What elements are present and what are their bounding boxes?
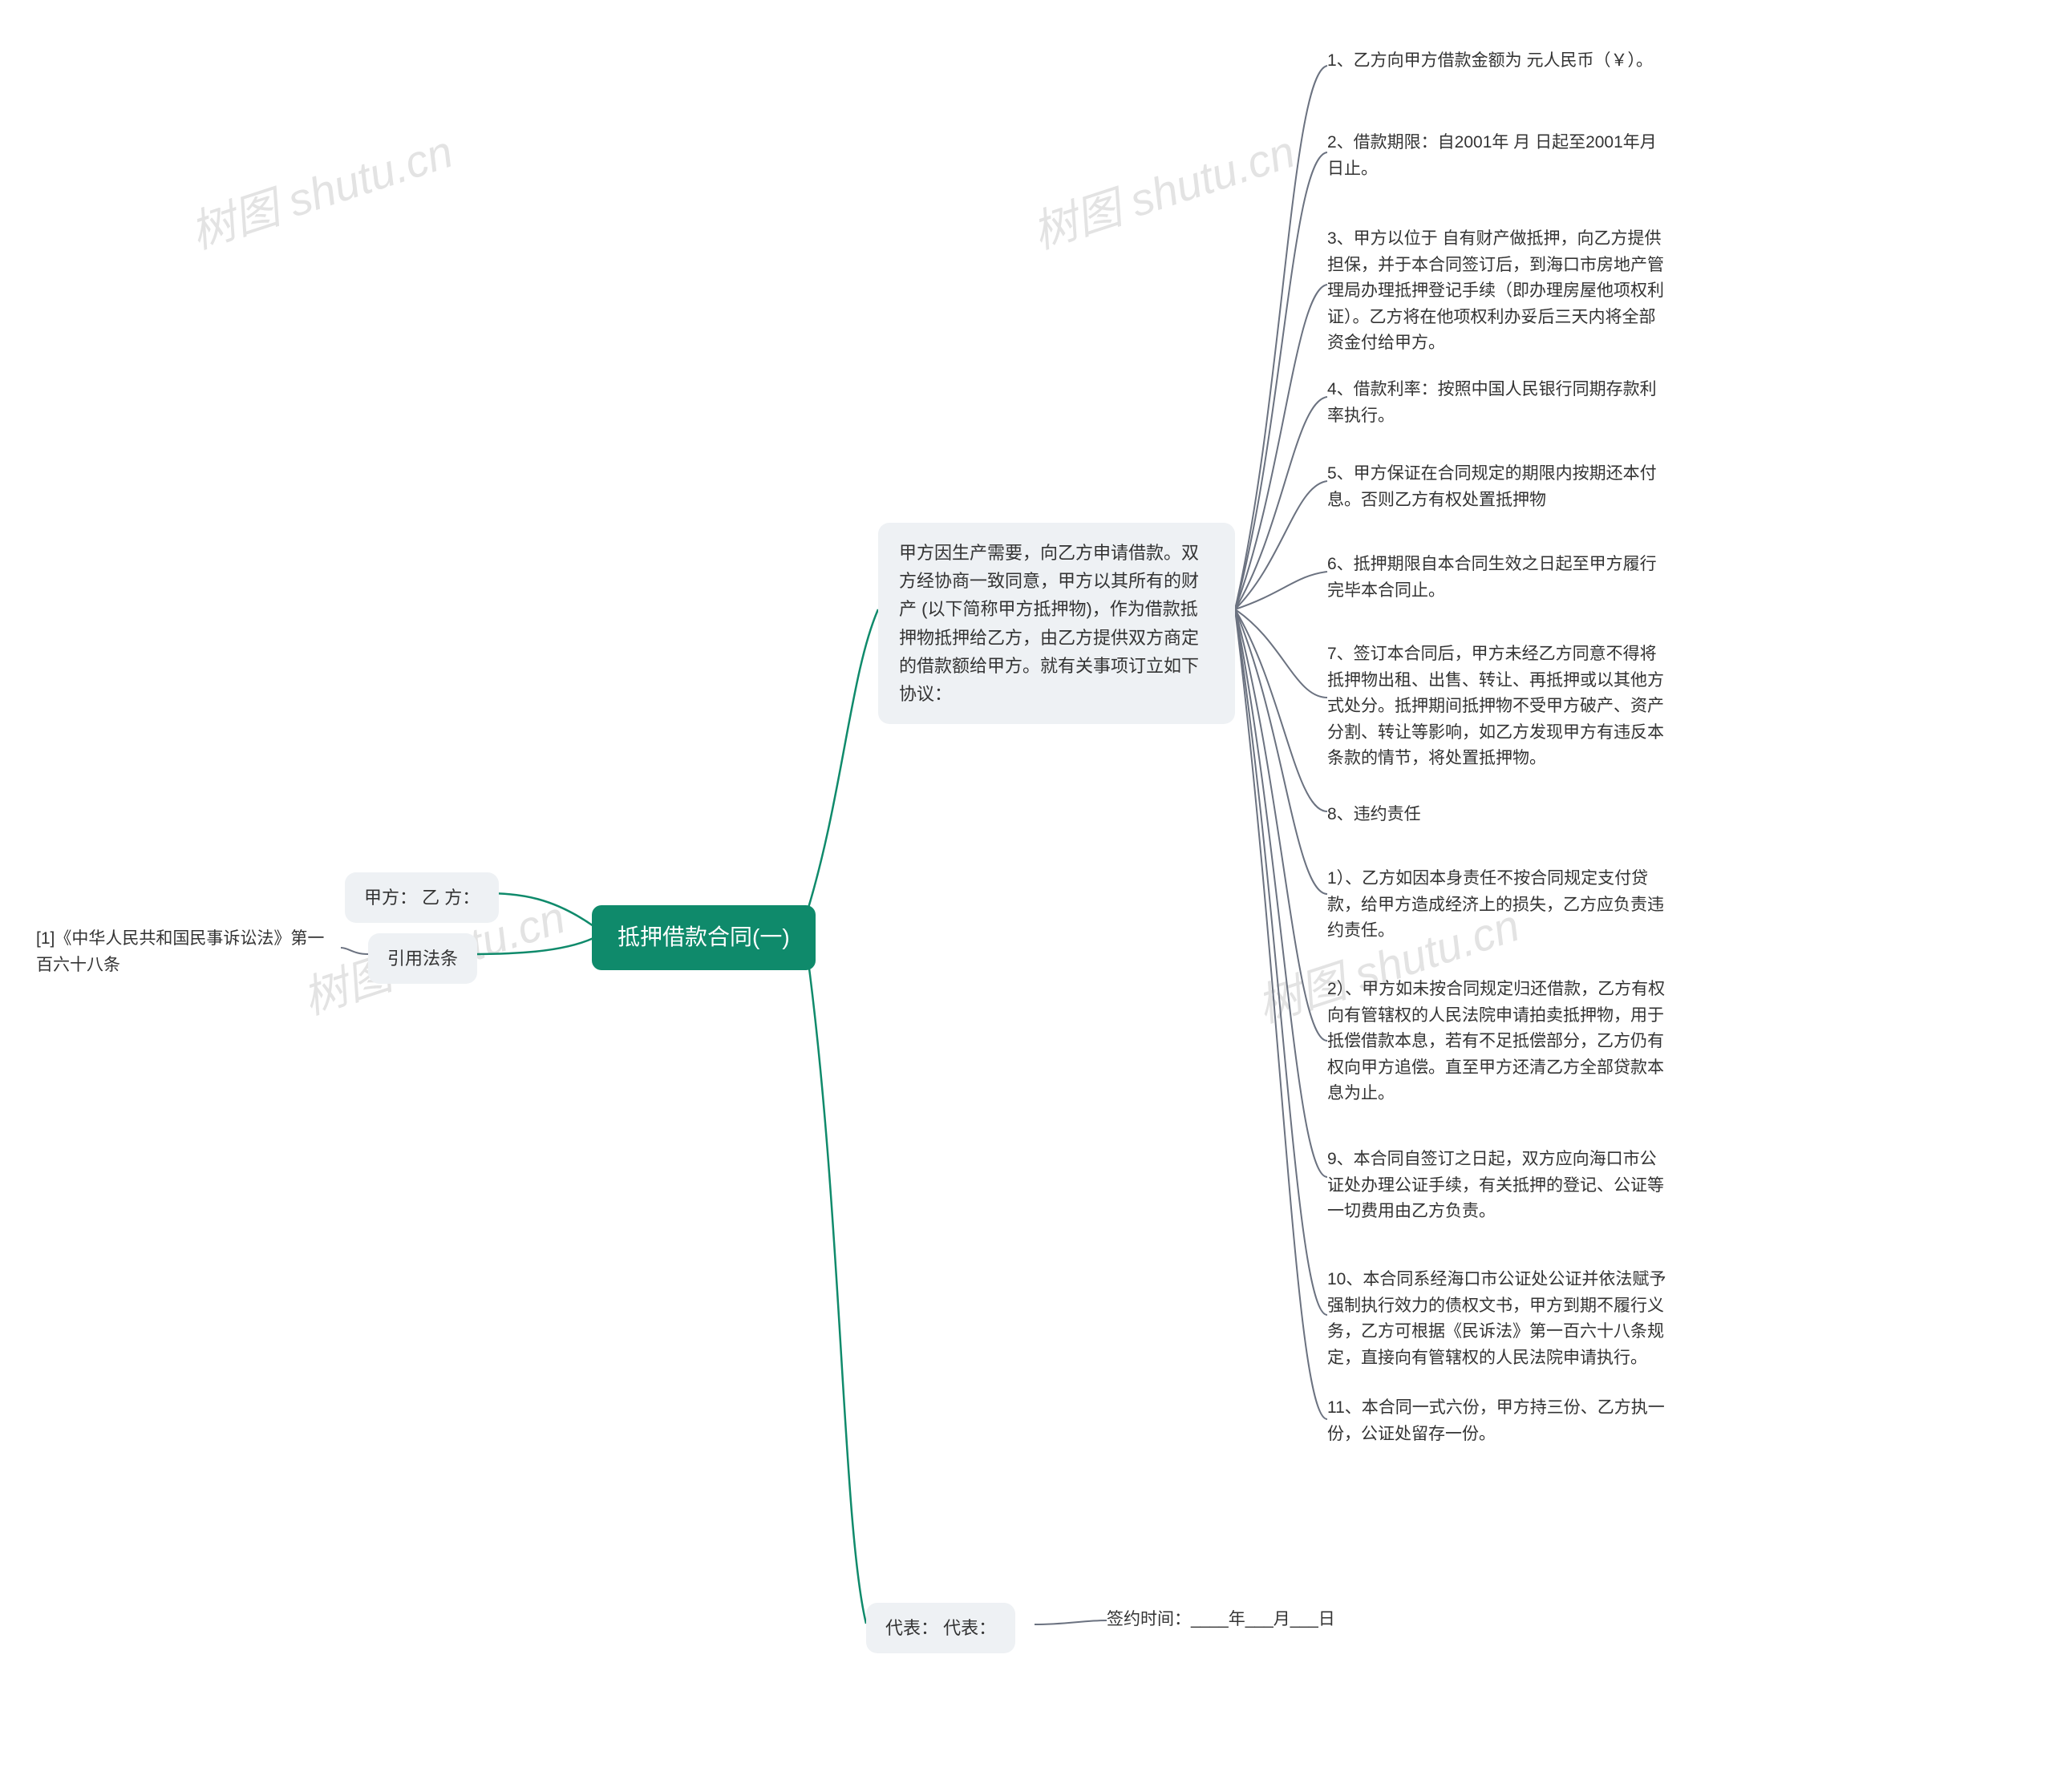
clause-11: 11、本合同一式六份，甲方持三份、乙方执一份，公证处留存一份。: [1327, 1395, 1672, 1447]
clause-8-1: 1）、乙方如因本身责任不按合同规定支付贷款，给甲方造成经济上的损失，乙方应负责违…: [1327, 866, 1672, 945]
node-preamble[interactable]: 甲方因生产需要，向乙方申请借款。双方经协商一致同意，甲方以其所有的财产 (以下简…: [878, 523, 1235, 724]
node-parties[interactable]: 甲方： 乙 方：: [345, 872, 499, 923]
node-representatives[interactable]: 代表： 代表：: [866, 1603, 1015, 1653]
clause-5: 5、甲方保证在合同规定的期限内按期还本付息。否则乙方有权处置抵押物: [1327, 461, 1672, 513]
clause-1: 1、乙方向甲方借款金额为 元人民币（￥）。: [1327, 48, 1653, 75]
watermark: 树图 shutu.cn: [181, 116, 460, 262]
connector-lines: [0, 0, 2053, 1792]
clause-3: 3、甲方以位于 自有财产做抵押，向乙方提供担保，并于本合同签订后，到海口市房地产…: [1327, 226, 1672, 357]
leaf-citation-ref: [1]《中华人民共和国民事诉讼法》第一百六十八条: [36, 926, 341, 978]
node-citation[interactable]: 引用法条: [368, 933, 477, 984]
clause-8-2: 2）、甲方如未按合同规定归还借款，乙方有权向有管辖权的人民法院申请拍卖抵押物，用…: [1327, 977, 1672, 1107]
clause-2: 2、借款期限：自2001年 月 日起至2001年月 日止。: [1327, 130, 1672, 182]
clause-6: 6、抵押期限自本合同生效之日起至甲方履行完毕本合同止。: [1327, 552, 1672, 604]
clause-9: 9、本合同自签订之日起，双方应向海口市公证处办理公证手续，有关抵押的登记、公证等…: [1327, 1147, 1672, 1225]
center-node[interactable]: 抵押借款合同(一): [592, 905, 816, 970]
clause-7: 7、签订本合同后，甲方未经乙方同意不得将抵押物出租、出售、转让、再抵押或以其他方…: [1327, 641, 1672, 772]
leaf-signing-date: 签约时间：____年___月___日: [1107, 1607, 1335, 1633]
clause-4: 4、借款利率：按照中国人民银行同期存款利率执行。: [1327, 377, 1672, 429]
clause-10: 10、本合同系经海口市公证处公证并依法赋予强制执行效力的债权文书，甲方到期不履行…: [1327, 1267, 1672, 1371]
watermark: 树图 shutu.cn: [1023, 116, 1302, 262]
clause-8: 8、违约责任: [1327, 802, 1421, 828]
